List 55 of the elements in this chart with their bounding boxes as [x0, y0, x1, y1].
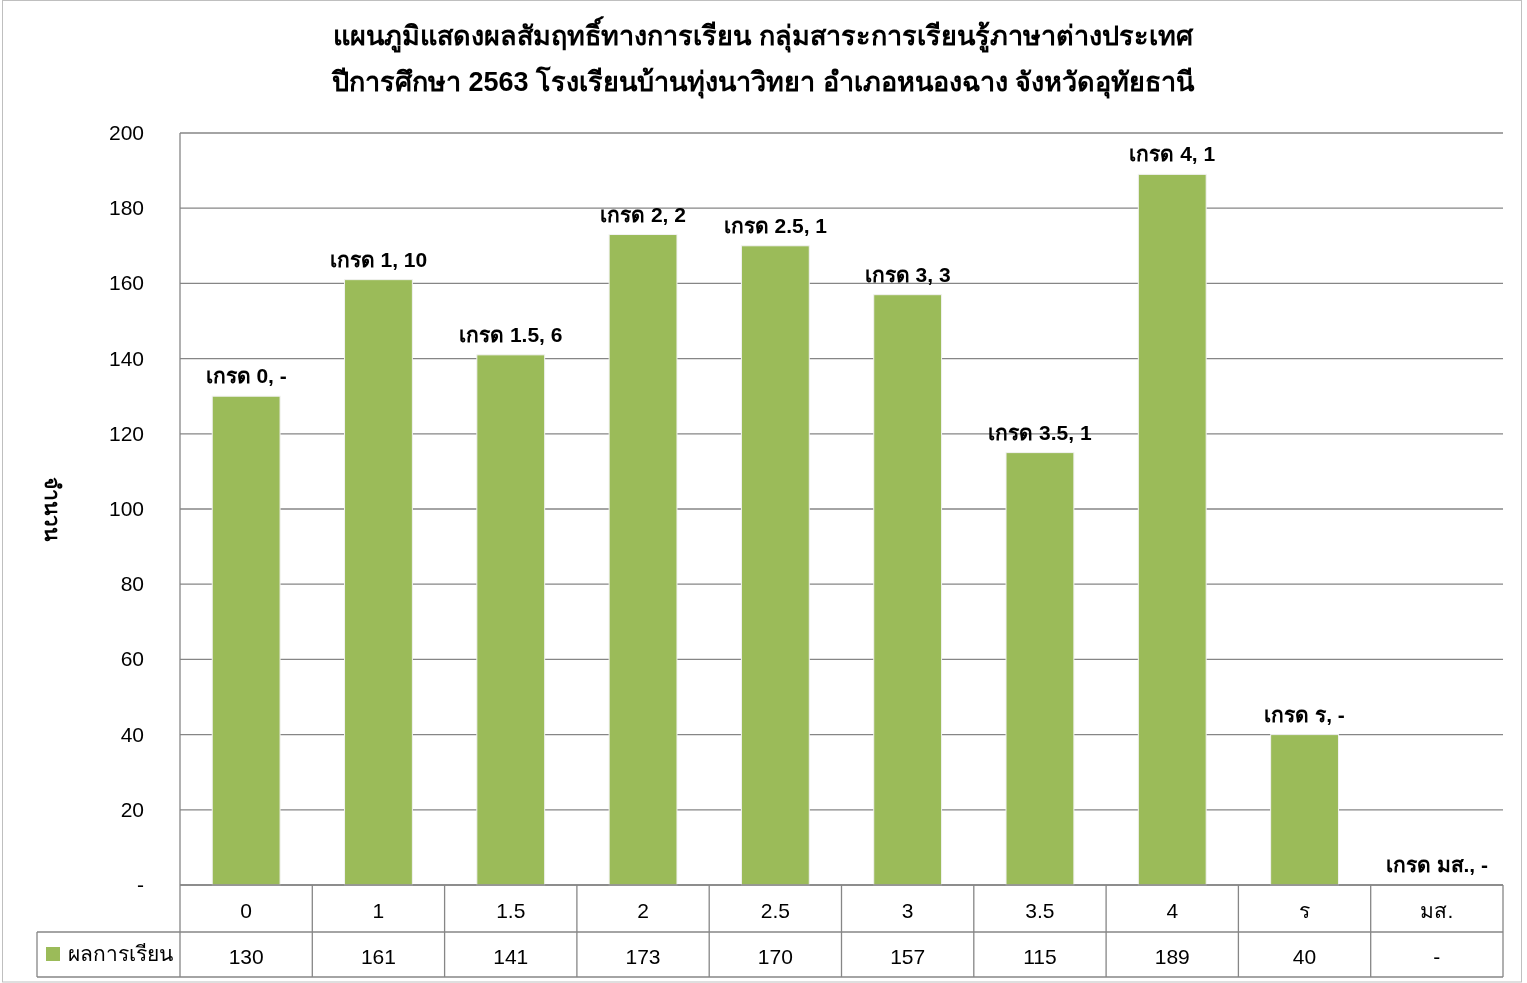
data-label: 157: [890, 945, 926, 968]
data-label: 40: [1292, 945, 1317, 968]
y-tick-label: 120: [108, 421, 144, 445]
bar: [476, 354, 546, 886]
y-tick-label: -: [137, 873, 144, 896]
x-tick-label: 1.5: [496, 899, 526, 922]
x-tick-label: ร: [1299, 899, 1311, 922]
annotation: เกรด มส., -: [1385, 853, 1489, 876]
y-tick-label: 180: [108, 196, 144, 220]
bar: [344, 279, 413, 886]
x-tick-label: 2: [637, 899, 649, 922]
bar: [1137, 173, 1207, 886]
data-label: 115: [1023, 945, 1057, 968]
bar: [1270, 734, 1339, 886]
legend: ผลการเรียน: [46, 942, 173, 965]
data-label: 173: [625, 945, 661, 968]
x-tick-label: 2.5: [760, 899, 790, 922]
data-label: 161: [360, 945, 396, 968]
annotation: เกรด 0, -: [205, 364, 287, 388]
x-tick-label: 0: [240, 899, 252, 922]
annotation: เกรด ร, -: [1264, 702, 1345, 726]
x-tick-label: มส.: [1420, 899, 1454, 922]
x-tick-label: 3.5: [1025, 899, 1055, 922]
annotation: เกรด 1, 10: [329, 247, 428, 271]
data-label: 130: [228, 945, 264, 968]
y-axis-title: จำนวน: [41, 477, 64, 542]
y-tick-label: 60: [120, 647, 144, 671]
data-label: 189: [1154, 945, 1190, 968]
y-tick-label: 140: [108, 346, 144, 370]
y-tick-label: 100: [108, 497, 144, 520]
bar: [873, 294, 943, 886]
y-tick-label: 160: [108, 271, 144, 295]
y-tick-label: 200: [108, 121, 144, 144]
x-tick-label: 3: [901, 899, 914, 922]
data-label: 141: [493, 945, 529, 968]
data-label: -: [1433, 945, 1441, 968]
y-tick-label: 80: [120, 572, 144, 596]
annotation: เกรด 2.5, 1: [723, 213, 828, 237]
annotation: เกรด 2, 2: [600, 202, 686, 226]
bar: [740, 245, 810, 886]
annotation: เกรด 3.5, 1: [988, 420, 1092, 444]
y-tick-label: 40: [120, 722, 144, 746]
annotation: เกรด 3, 3: [864, 262, 951, 286]
chart-title: แผนภูมิแสดงผลสัมฤทธิ์ทางการเรียน กลุ่มสาระการเรียนรู้ภาษาต่างประเทศ: [333, 16, 1194, 53]
x-tick-label: 1: [372, 899, 385, 922]
legend-label: ผลการเรียน: [68, 942, 173, 965]
bar: [1005, 452, 1075, 886]
annotation: เกรด 4, 1: [1129, 142, 1216, 166]
bar: [211, 395, 281, 886]
y-tick-label: 20: [120, 797, 144, 821]
data-label: 170: [757, 945, 793, 968]
chart-subtitle: ปีการศึกษา 2563 โรงเรียนบ้านทุ่งนาวิทยา อำเภอหนองฉาง จังหวัดอุทัยธานี: [330, 65, 1196, 99]
x-tick-label: 4: [1166, 899, 1179, 922]
annotation: เกรด 1.5, 6: [459, 322, 563, 346]
bar: [608, 234, 678, 886]
